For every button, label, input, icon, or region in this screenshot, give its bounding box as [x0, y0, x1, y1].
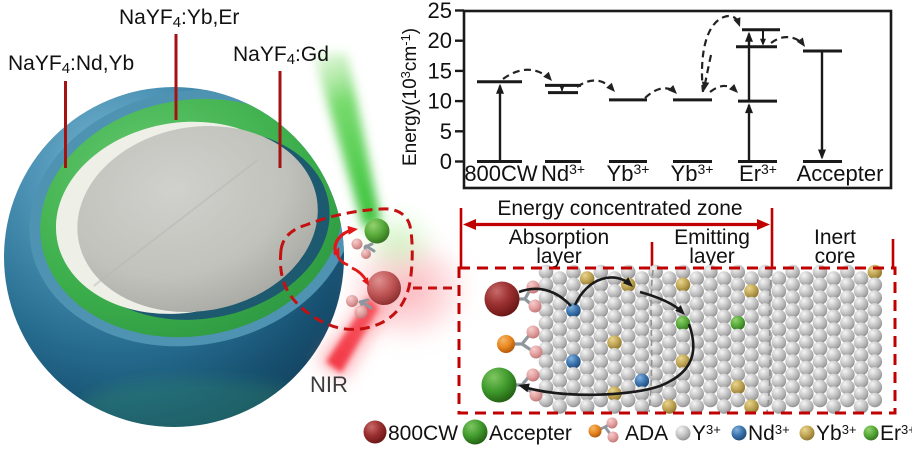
svg-text:ADA: ADA	[625, 422, 668, 445]
svg-text:800CW: 800CW	[388, 422, 458, 445]
svg-text:layer: layer	[536, 245, 582, 268]
svg-text:Inert: Inert	[814, 226, 856, 249]
svg-text:25: 25	[428, 0, 452, 23]
svg-text:NaYF4:Gd: NaYF4:Gd	[233, 43, 329, 68]
svg-text:5: 5	[440, 119, 452, 144]
svg-text:core: core	[815, 245, 856, 268]
svg-text:Energy(103cm-1): Energy(103cm-1)	[398, 28, 421, 166]
svg-text:layer: layer	[689, 245, 735, 268]
svg-text:Emitting: Emitting	[674, 226, 750, 249]
svg-text:Absorption: Absorption	[509, 226, 609, 249]
svg-text:0: 0	[440, 149, 452, 174]
svg-text:800CW: 800CW	[464, 161, 538, 186]
svg-text:Energy concentrated zone: Energy concentrated zone	[497, 197, 742, 220]
svg-text:20: 20	[428, 28, 452, 53]
svg-text:10: 10	[428, 89, 452, 114]
svg-text:Accepter: Accepter	[489, 422, 572, 445]
svg-text:NaYF4:Nd,Yb: NaYF4:Nd,Yb	[8, 52, 134, 77]
svg-text:Accepter: Accepter	[797, 161, 884, 186]
svg-text:15: 15	[428, 58, 452, 83]
svg-text:NIR: NIR	[310, 372, 348, 397]
